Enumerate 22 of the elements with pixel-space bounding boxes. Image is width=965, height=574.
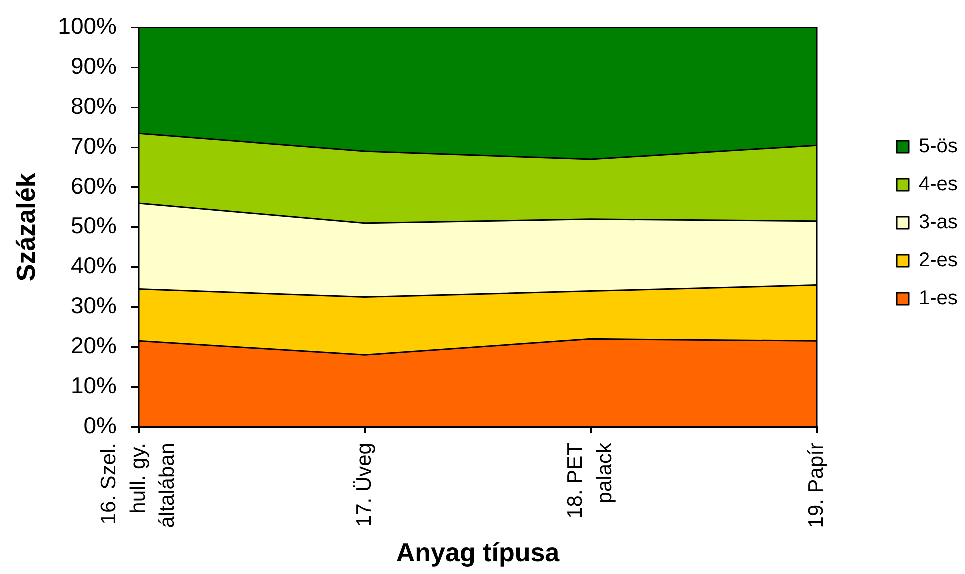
- x-tick-label: 19. Papír: [804, 443, 828, 528]
- legend-label: 3-as: [919, 212, 958, 234]
- y-tick-label: 60%: [70, 172, 117, 199]
- y-tick-label: 40%: [70, 252, 117, 279]
- y-tick-label: 0%: [84, 412, 117, 438]
- legend-label: 2-es: [919, 250, 958, 272]
- legend-label: 5-ös: [919, 136, 958, 158]
- x-tick-label: 16. Szel. hull. gy. általában: [97, 443, 180, 528]
- y-tick-label: 90%: [70, 53, 117, 80]
- x-axis-title: Anyag típusa: [396, 538, 560, 568]
- legend-label: 1-es: [919, 288, 958, 310]
- x-tick-label: 17. Üveg: [352, 443, 376, 528]
- y-tick-label: 10%: [70, 372, 117, 398]
- y-tick-label: 50%: [70, 212, 117, 239]
- y-tick-label: 100%: [58, 13, 117, 40]
- y-tick-label: 20%: [70, 332, 117, 359]
- legend-label: 4-es: [919, 174, 958, 196]
- y-tick-label: 30%: [70, 292, 117, 319]
- y-axis-title: Százalék: [10, 172, 41, 282]
- y-tick-label: 70%: [70, 132, 117, 159]
- y-tick-label: 80%: [70, 92, 117, 119]
- x-tick-label: 18. PET palack: [564, 442, 616, 519]
